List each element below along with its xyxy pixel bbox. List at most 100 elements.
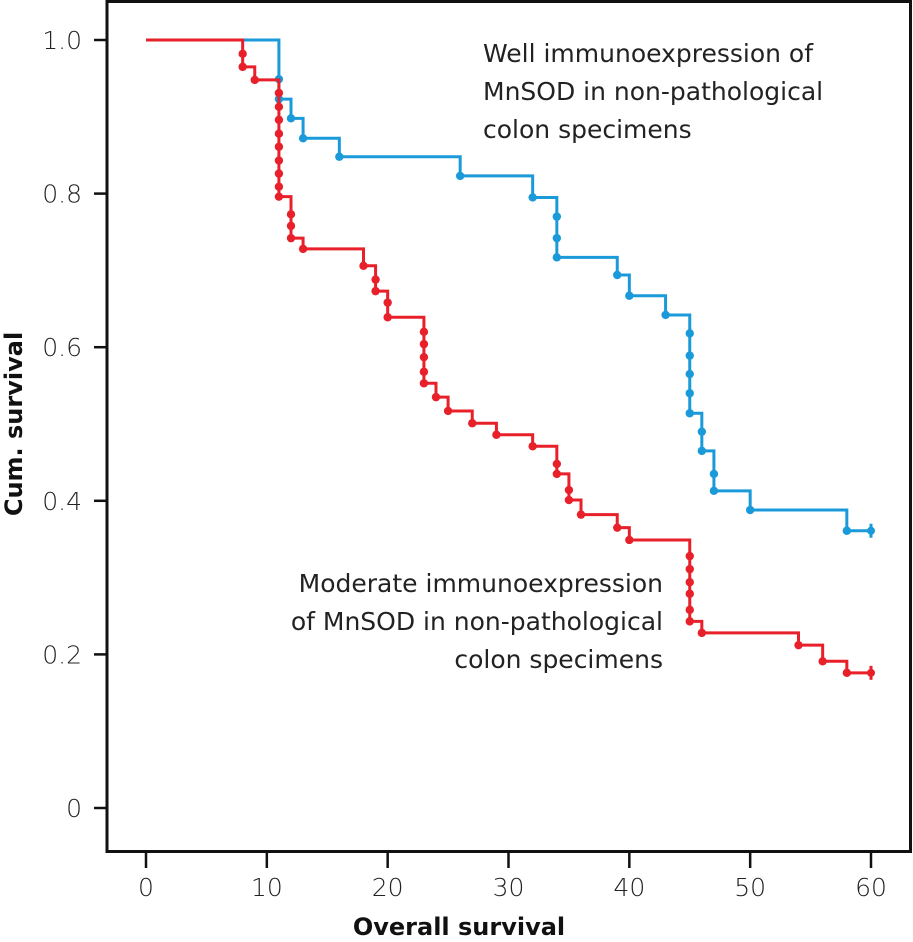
- event-marker: [274, 156, 284, 165]
- x-tick-label: 30: [493, 873, 525, 902]
- event-marker: [383, 313, 392, 322]
- event-marker: [818, 657, 827, 666]
- event-marker: [274, 142, 284, 151]
- event-marker: [625, 535, 634, 545]
- event-marker: [359, 261, 368, 270]
- annotation-moderate-line-3: colon specimens: [454, 645, 663, 674]
- censor-marker-dot: [867, 668, 875, 677]
- event-marker: [552, 212, 562, 221]
- event-marker: [685, 605, 694, 615]
- event-marker: [286, 233, 296, 243]
- event-marker: [286, 114, 296, 123]
- x-axis: 0 10 20 30 40 50 60: [138, 851, 887, 902]
- event-marker: [613, 523, 622, 532]
- event-marker: [528, 442, 537, 451]
- event-marker: [443, 406, 453, 416]
- event-marker: [697, 427, 707, 436]
- y-axis-title: Cum. survival: [0, 332, 28, 516]
- event-marker: [625, 291, 634, 300]
- event-marker: [431, 392, 441, 402]
- event-marker: [274, 102, 284, 112]
- y-tick-label: 0.4: [42, 487, 82, 516]
- series-moderate: [146, 38, 875, 680]
- event-marker: [842, 526, 852, 535]
- x-tick-label: 50: [734, 873, 766, 902]
- event-marker: [274, 115, 284, 125]
- survival-step-line: [146, 38, 871, 533]
- event-marker: [552, 253, 562, 262]
- annotation-moderate-line-1: Moderate immunoexpression: [299, 569, 663, 598]
- event-marker: [468, 419, 477, 428]
- annotation-moderate-line-2: of MnSOD in non-pathological: [291, 607, 663, 636]
- event-marker: [274, 169, 284, 178]
- annotation-well-line-3: colon specimens: [483, 115, 692, 144]
- event-marker: [564, 485, 574, 495]
- annotation-well-line-2: MnSOD in non-pathological: [483, 77, 823, 106]
- y-axis: 0 0.2 0.4 0.6 0.8 1.0: [42, 26, 107, 823]
- event-marker: [745, 505, 755, 515]
- series-well: [146, 38, 875, 538]
- event-marker: [552, 469, 562, 479]
- event-marker: [564, 495, 574, 505]
- event-marker: [419, 379, 429, 388]
- event-marker: [298, 134, 308, 143]
- event-marker: [709, 469, 719, 479]
- event-marker: [371, 275, 380, 284]
- event-marker: [250, 75, 259, 85]
- event-marker: [709, 486, 719, 496]
- event-marker: [383, 298, 392, 307]
- event-marker: [552, 233, 562, 243]
- event-marker: [528, 193, 537, 202]
- event-marker: [455, 171, 465, 181]
- x-tick-label: 0: [138, 873, 154, 902]
- x-tick-label: 60: [855, 873, 887, 902]
- series-layer: [146, 38, 875, 680]
- event-marker: [274, 88, 284, 98]
- event-marker: [685, 329, 694, 338]
- event-marker: [576, 510, 586, 519]
- event-marker: [274, 192, 284, 201]
- event-marker: [685, 551, 694, 561]
- event-marker: [685, 369, 694, 379]
- event-marker: [685, 617, 694, 626]
- annotation-well-line-1: Well immunoexpression of: [483, 39, 814, 68]
- event-marker: [492, 430, 501, 439]
- event-marker: [697, 628, 707, 638]
- event-marker: [371, 286, 380, 296]
- event-marker: [335, 152, 344, 161]
- y-tick-label: 0: [66, 794, 82, 823]
- event-marker: [613, 270, 622, 280]
- y-tick-label: 0.2: [42, 640, 82, 669]
- event-marker: [298, 244, 308, 254]
- event-marker: [419, 352, 429, 362]
- y-tick-label: 0.6: [42, 333, 82, 362]
- x-tick-label: 10: [251, 873, 283, 902]
- event-marker: [685, 409, 694, 418]
- event-marker: [419, 339, 429, 349]
- x-tick-label: 40: [613, 873, 645, 902]
- event-marker: [794, 640, 803, 650]
- event-marker: [286, 221, 296, 231]
- event-marker: [842, 668, 852, 678]
- event-marker: [274, 182, 284, 191]
- event-marker: [685, 564, 694, 574]
- event-marker: [419, 327, 429, 337]
- censor-marker-dot: [867, 526, 875, 535]
- event-marker: [274, 129, 284, 138]
- event-marker: [552, 459, 562, 469]
- event-marker: [685, 351, 694, 360]
- event-marker: [685, 578, 694, 587]
- event-marker: [685, 389, 694, 398]
- y-tick-label: 0.8: [42, 180, 82, 209]
- event-marker: [661, 310, 670, 320]
- x-axis-title: Overall survival: [353, 913, 565, 941]
- event-marker: [286, 210, 296, 219]
- y-tick-label: 1.0: [42, 26, 82, 55]
- event-marker: [238, 62, 247, 72]
- x-tick-label: 20: [372, 873, 404, 902]
- event-marker: [685, 589, 694, 598]
- event-marker: [419, 367, 429, 376]
- event-marker: [238, 49, 247, 59]
- event-marker: [697, 446, 707, 456]
